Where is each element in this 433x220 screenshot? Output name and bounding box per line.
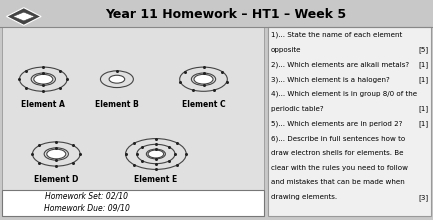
Text: drawing elements.: drawing elements.: [271, 194, 337, 200]
Text: 2)... Which elements are alkali metals?: 2)... Which elements are alkali metals?: [271, 61, 409, 68]
Text: opposite: opposite: [271, 47, 301, 53]
Text: [1]: [1]: [419, 120, 429, 127]
Circle shape: [109, 75, 125, 83]
Polygon shape: [13, 12, 35, 21]
Text: Element E: Element E: [134, 175, 178, 184]
Text: 5)... Which elements are in period 2?: 5)... Which elements are in period 2?: [271, 120, 402, 127]
Circle shape: [194, 74, 213, 84]
Text: [1]: [1]: [419, 106, 429, 112]
Text: 4)... Which element is in group 8/0 of the: 4)... Which element is in group 8/0 of t…: [271, 91, 417, 97]
Text: Homework Set: 02/10: Homework Set: 02/10: [45, 192, 128, 201]
FancyBboxPatch shape: [2, 28, 264, 216]
Text: and mistakes that can be made when: and mistakes that can be made when: [271, 179, 404, 185]
Text: 6)... Describe in full sentences how to: 6)... Describe in full sentences how to: [271, 135, 405, 142]
Text: Element B: Element B: [95, 100, 139, 109]
Text: 3)... Which element is a halogen?: 3)... Which element is a halogen?: [271, 76, 389, 83]
Text: clear with the rules you need to follow: clear with the rules you need to follow: [271, 165, 407, 170]
Text: Element D: Element D: [34, 175, 78, 184]
Circle shape: [34, 74, 53, 84]
Circle shape: [148, 150, 164, 158]
FancyBboxPatch shape: [2, 190, 264, 216]
Text: Homework Due: 09/10: Homework Due: 09/10: [44, 204, 129, 212]
Circle shape: [47, 149, 66, 159]
Text: [1]: [1]: [419, 61, 429, 68]
Text: 1)... State the name of each element: 1)... State the name of each element: [271, 32, 402, 38]
Text: draw electron shells for elements. Be: draw electron shells for elements. Be: [271, 150, 403, 156]
FancyBboxPatch shape: [268, 28, 431, 216]
Text: Year 11 Homework – HT1 – Week 5: Year 11 Homework – HT1 – Week 5: [105, 8, 346, 21]
Text: Element A: Element A: [21, 100, 65, 109]
Text: [1]: [1]: [419, 76, 429, 83]
Text: [5]: [5]: [419, 47, 429, 53]
Polygon shape: [6, 8, 41, 25]
Text: periodic table?: periodic table?: [271, 106, 323, 112]
Text: [3]: [3]: [419, 194, 429, 201]
Text: Element C: Element C: [182, 100, 225, 109]
